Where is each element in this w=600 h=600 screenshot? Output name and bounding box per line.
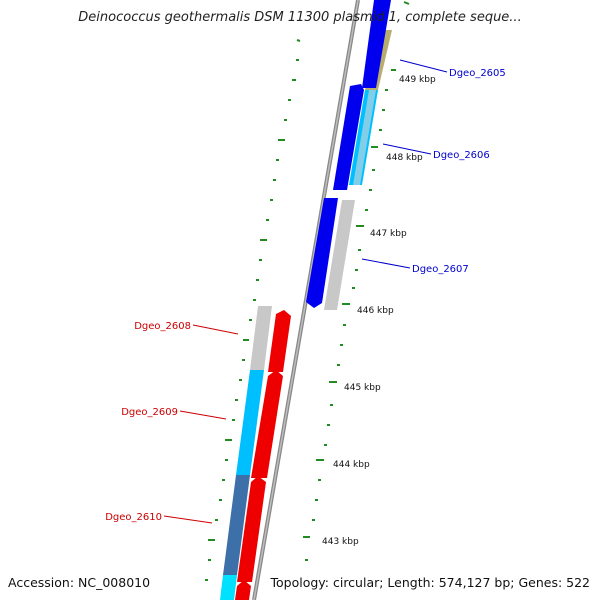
ruler-tick xyxy=(296,39,301,42)
ruler-tick xyxy=(403,1,410,5)
cds-dgeo-2610[interactable] xyxy=(237,476,266,582)
gene-label-dgeo-2607[interactable]: Dgeo_2607 xyxy=(412,264,469,275)
gene-label-dgeo-2605[interactable]: Dgeo_2605 xyxy=(449,68,506,79)
cds-dgeo-2605[interactable] xyxy=(362,0,391,88)
gc-bar-dark xyxy=(223,475,250,575)
cds-dgeo-2607[interactable] xyxy=(306,198,338,308)
leader-line-dgeo-2607 xyxy=(361,258,411,269)
kbp-label: 447 kbp xyxy=(370,229,407,239)
left-ruler xyxy=(205,39,301,581)
gc-bar-cyan-3 xyxy=(220,575,237,600)
gc-bar-cyan-2 xyxy=(236,370,264,475)
leader-line-dgeo-2608 xyxy=(192,324,239,335)
accession-text: Accession: NC_008010 xyxy=(8,575,151,590)
gc-bar-gray-3 xyxy=(250,306,272,370)
gene-label-dgeo-2609[interactable]: Dgeo_2609 xyxy=(121,407,178,418)
gc-bar-gray-1 xyxy=(353,90,376,185)
cds-dgeo-2611[interactable] xyxy=(235,580,251,600)
backbone-inner xyxy=(253,0,359,600)
leader-line-dgeo-2606 xyxy=(382,143,432,155)
kbp-label: 444 kbp xyxy=(333,460,370,470)
topology-summary: Topology: circular; Length: 574,127 bp; … xyxy=(270,575,591,590)
gene-label-dgeo-2606[interactable]: Dgeo_2606 xyxy=(433,150,490,161)
right-ruler xyxy=(303,1,410,561)
kbp-label: 448 kbp xyxy=(386,153,423,163)
leader-line-dgeo-2609 xyxy=(179,410,227,420)
kbp-label: 443 kbp xyxy=(322,537,359,547)
leader-line-dgeo-2605 xyxy=(399,59,448,73)
gc-bar-gray-2 xyxy=(324,200,355,310)
cds-dgeo-2606[interactable] xyxy=(333,84,364,190)
kbp-label: 446 kbp xyxy=(357,306,394,316)
kbp-label: 449 kbp xyxy=(399,75,436,85)
cds-dgeo-2608[interactable] xyxy=(268,310,291,372)
leader-line-dgeo-2610 xyxy=(163,515,213,524)
gene-label-dgeo-2608[interactable]: Dgeo_2608 xyxy=(134,321,191,332)
cds-dgeo-2609[interactable] xyxy=(251,370,283,478)
map-title: Deinococcus geothermalis DSM 11300 plasm… xyxy=(78,10,522,25)
gene-label-dgeo-2610[interactable]: Dgeo_2610 xyxy=(105,512,162,523)
kbp-label: 445 kbp xyxy=(344,383,381,393)
